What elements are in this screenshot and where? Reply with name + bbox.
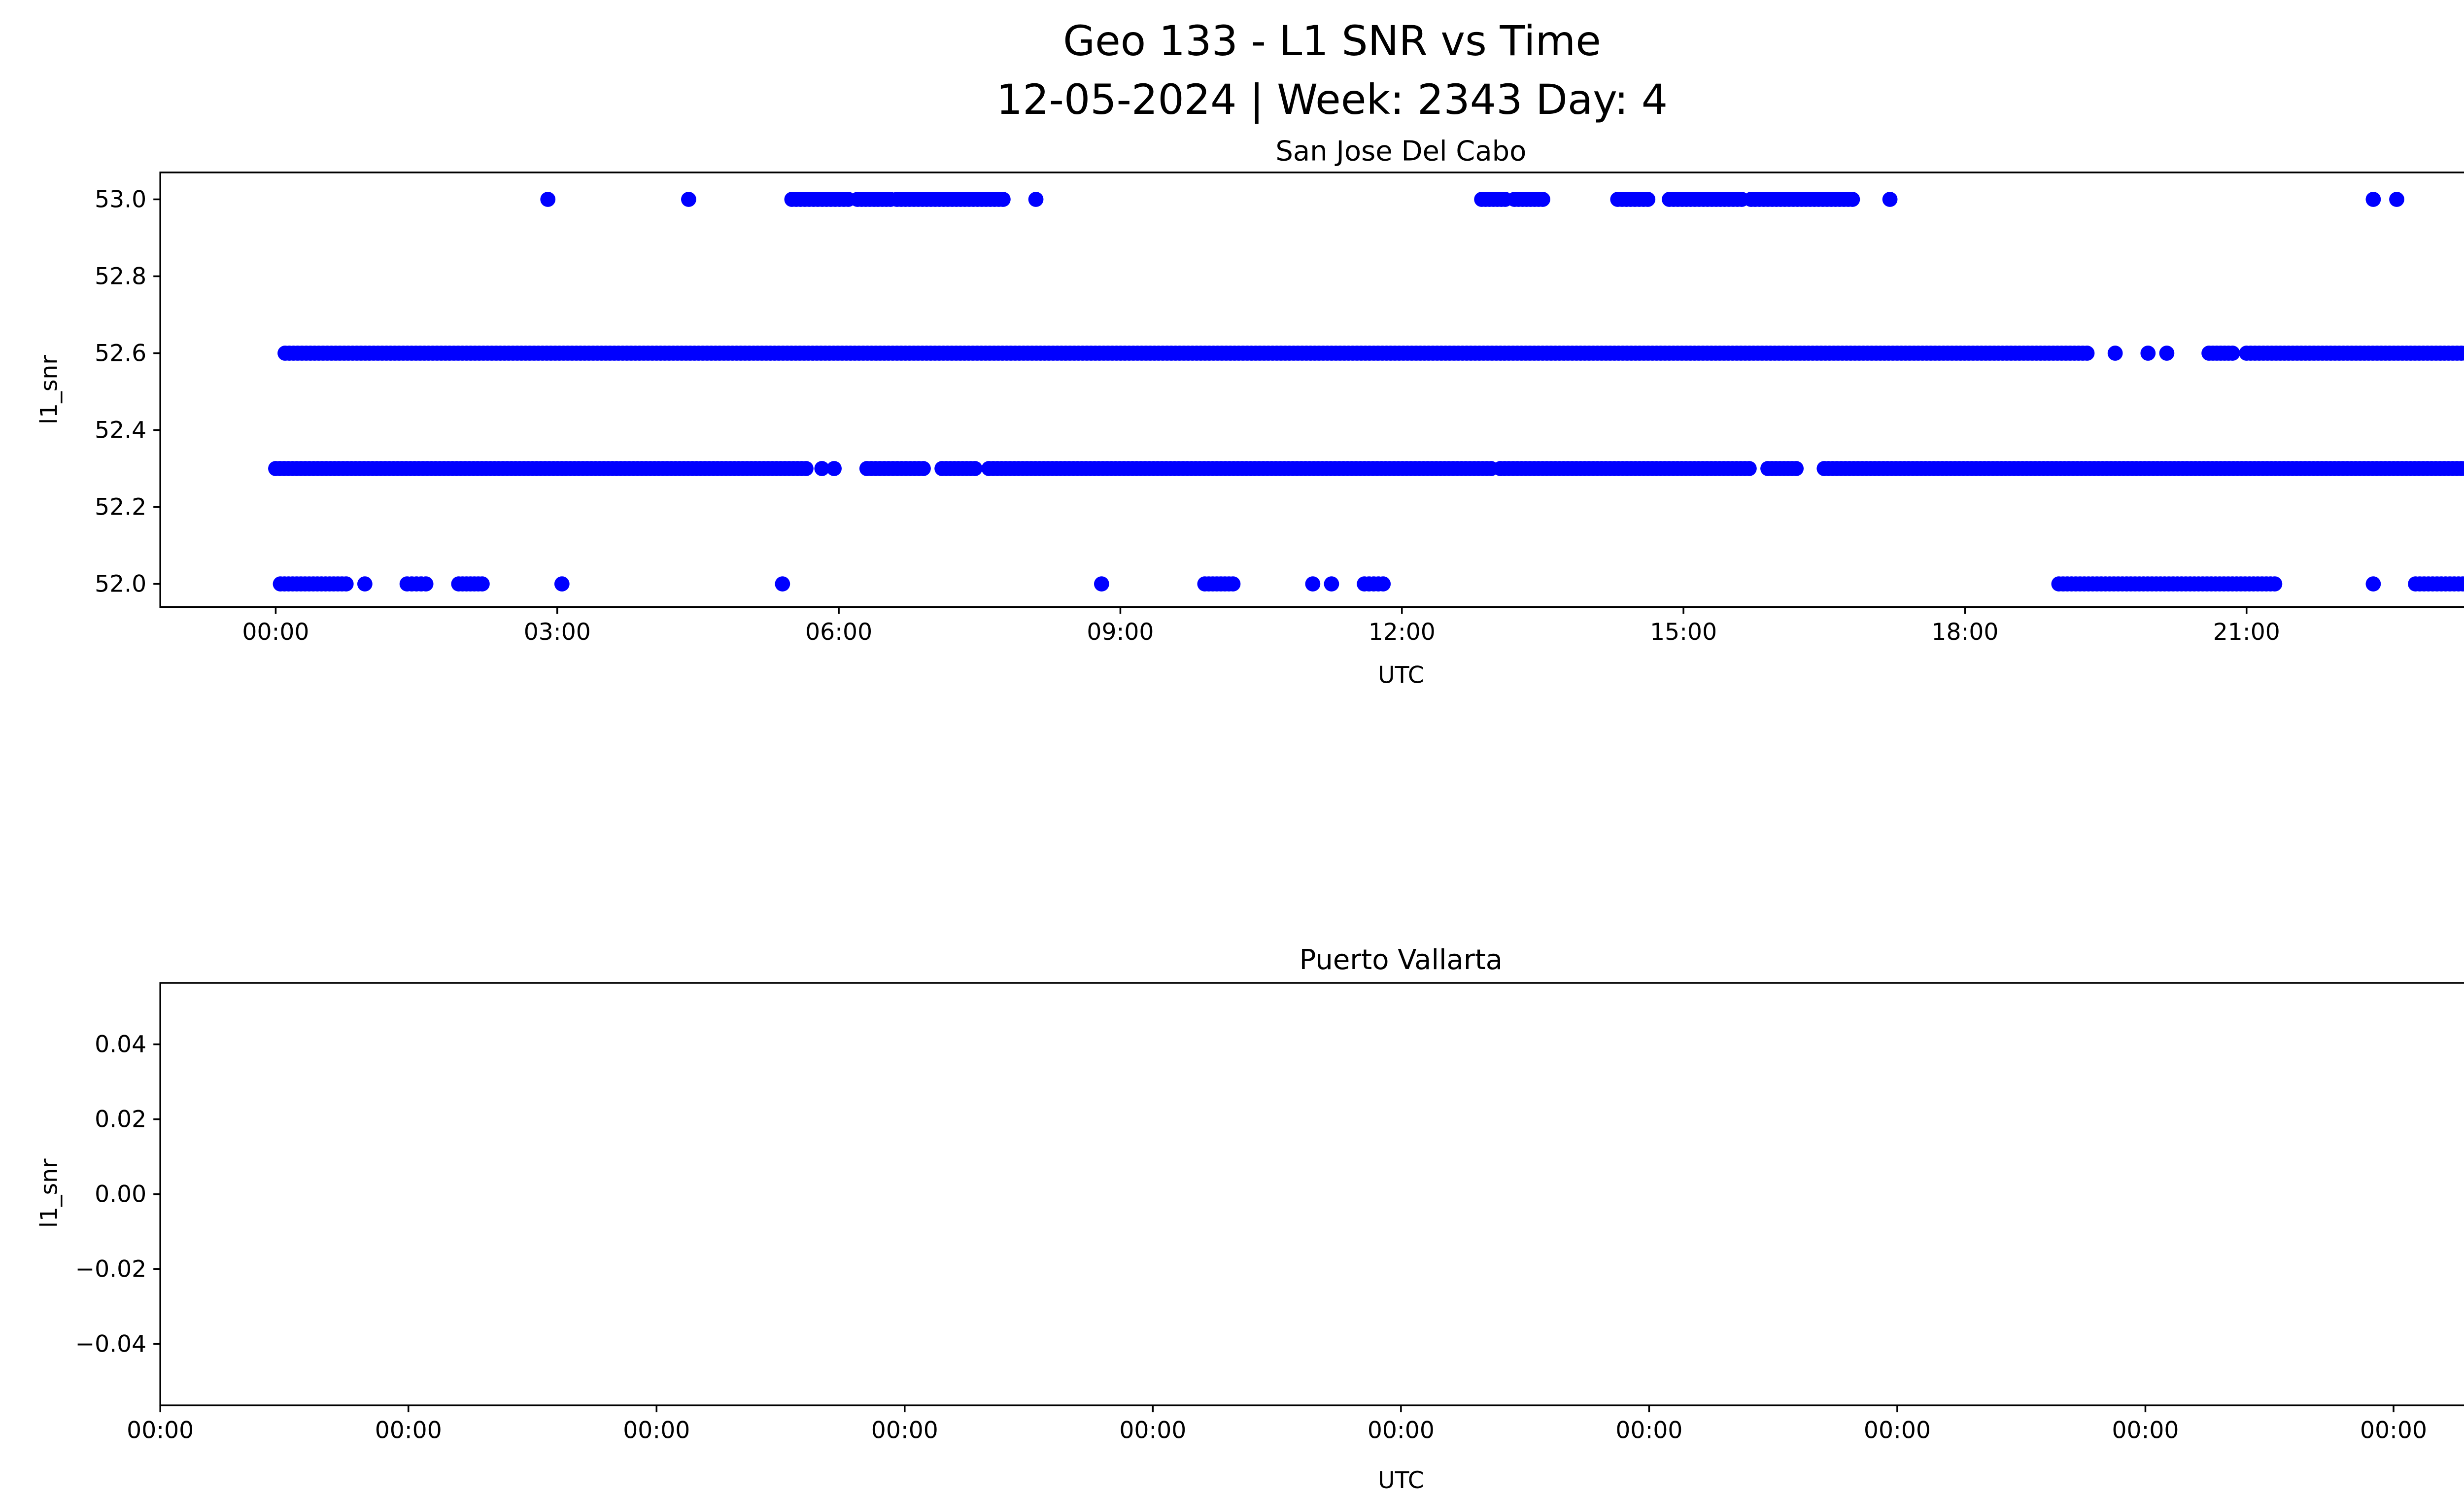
x-tick-label: 00:00: [127, 1417, 194, 1444]
x-tick-label: 00:00: [2112, 1417, 2179, 1444]
subplot1-axes: 00:00 03:00 06:00 09:00 12:00 15:00 18:00 21:00…: [95, 173, 2464, 646]
data-point: [2267, 576, 2283, 592]
figure-title-line2: 12-05-2024 | Week: 2343 Day: 4: [996, 75, 1668, 124]
x-tick-label: 00:00: [1864, 1417, 1931, 1444]
data-point: [339, 576, 354, 592]
data-point: [2080, 346, 2095, 361]
x-tick-label: 00:00: [1615, 1417, 1682, 1444]
data-point: [2140, 346, 2156, 361]
y-tick-label: 0.00: [95, 1181, 146, 1208]
data-point: [1535, 192, 1550, 207]
x-tick-label: 00:00: [375, 1417, 442, 1444]
subplot1-xlabel: UTC: [1378, 661, 1424, 689]
x-tick-label: 03:00: [524, 619, 591, 646]
x-tick-label: 00:00: [1368, 1417, 1435, 1444]
x-tick-label: 21:00: [2213, 619, 2280, 646]
subplot2-xlabel: UTC: [1378, 1467, 1424, 1494]
data-point: [2389, 192, 2404, 207]
axes-frame: [160, 983, 2464, 1405]
y-tick-label: −0.04: [75, 1331, 147, 1358]
data-point: [1324, 576, 1339, 592]
data-point: [1094, 576, 1109, 592]
data-point: [1788, 461, 1804, 476]
data-point: [554, 576, 570, 592]
data-point: [1882, 192, 1898, 207]
data-point: [1226, 576, 1241, 592]
x-tick-label: 00:00: [623, 1417, 690, 1444]
data-point: [1845, 192, 1860, 207]
y-tick-label: −0.02: [75, 1256, 147, 1283]
data-point: [681, 192, 696, 207]
data-point: [1305, 576, 1320, 592]
data-point: [475, 576, 490, 592]
y-tick-label: 0.02: [95, 1106, 146, 1133]
y-tick-label: 52.6: [95, 340, 146, 367]
data-point: [775, 576, 790, 592]
y-tick-label: 52.2: [95, 494, 146, 521]
data-point: [2365, 576, 2381, 592]
data-point: [967, 461, 983, 476]
figure-title-line1: Geo 133 - L1 SNR vs Time: [1063, 17, 1601, 65]
x-tick-label: 09:00: [1087, 619, 1154, 646]
data-point: [2225, 346, 2240, 361]
data-point: [2159, 346, 2175, 361]
x-tick-label: 06:00: [805, 619, 872, 646]
subplot2-axes: 00:00 00:00 00:00 00:00 00:00 00:00 00:00 00:00…: [75, 983, 2464, 1444]
y-tick-label: 0.04: [95, 1031, 146, 1058]
data-point: [1028, 192, 1044, 207]
data-point: [1375, 576, 1391, 592]
data-point: [540, 192, 555, 207]
scatter-points: [268, 192, 2464, 592]
y-tick-label: 52.8: [95, 263, 146, 290]
axes-frame: [160, 173, 2464, 607]
subplot1-title: San Jose Del Cabo: [1275, 135, 1526, 167]
x-tick-label: 00:00: [242, 619, 309, 646]
data-point: [798, 461, 814, 476]
subplot2-ylabel: l1_snr: [35, 1158, 63, 1228]
y-tick-label: 52.0: [95, 571, 146, 598]
data-point: [1742, 461, 1757, 476]
x-tick-label: 00:00: [2360, 1417, 2427, 1444]
data-point: [1640, 192, 1655, 207]
subplot1-ylabel: l1_snr: [35, 355, 63, 424]
x-tick-label: 00:00: [871, 1417, 938, 1444]
data-point: [826, 461, 842, 476]
y-tick-label: 52.4: [95, 417, 146, 444]
x-tick-label: 00:00: [1119, 1417, 1186, 1444]
x-tick-label: 18:00: [1931, 619, 1998, 646]
data-point: [916, 461, 931, 476]
data-point: [418, 576, 434, 592]
subplot2-title: Puerto Vallarta: [1300, 944, 1503, 976]
y-tick-label: 53.0: [95, 186, 146, 213]
x-tick-label: 15:00: [1650, 619, 1717, 646]
data-point: [357, 576, 373, 592]
data-point: [2108, 346, 2123, 361]
data-point: [995, 192, 1011, 207]
data-point: [2365, 192, 2381, 207]
x-tick-label: 12:00: [1369, 619, 1436, 646]
